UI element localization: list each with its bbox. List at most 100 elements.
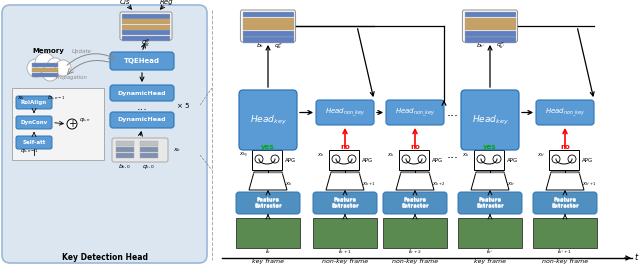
Circle shape: [55, 60, 71, 76]
Text: $b_{k,0}$: $b_{k,0}$: [118, 163, 132, 171]
Bar: [122, 25, 170, 30]
Text: APG: APG: [285, 157, 296, 163]
Text: +: +: [68, 119, 76, 129]
Text: t: t: [634, 254, 637, 262]
Bar: [243, 24, 294, 30]
Text: RoIAlign: RoIAlign: [21, 100, 47, 105]
Text: Feature
Extractor: Feature Extractor: [254, 197, 282, 209]
Circle shape: [35, 53, 55, 73]
Bar: [465, 37, 515, 43]
Text: $Head_{key}$: $Head_{key}$: [472, 113, 508, 127]
Text: DynConv: DynConv: [20, 120, 47, 125]
Text: Feature
Extractor: Feature Extractor: [254, 198, 282, 208]
Bar: [252, 150, 282, 170]
Text: $x_k$: $x_k$: [317, 151, 325, 159]
Text: yes: yes: [261, 144, 275, 150]
Text: $q_{k,n}$: $q_{k,n}$: [79, 116, 91, 124]
Circle shape: [348, 155, 356, 163]
Circle shape: [42, 65, 58, 81]
Text: $I_k$: $I_k$: [265, 248, 271, 256]
Circle shape: [47, 58, 63, 74]
FancyBboxPatch shape: [536, 100, 594, 125]
Bar: [549, 150, 579, 170]
Text: Update: Update: [72, 49, 92, 55]
Bar: [465, 18, 515, 24]
Text: $x_{k'}$: $x_{k'}$: [507, 180, 515, 188]
FancyBboxPatch shape: [110, 52, 174, 70]
Text: $q_{k'}^e$: $q_{k'}^e$: [496, 41, 506, 51]
Text: $x_k$: $x_k$: [387, 151, 395, 159]
Bar: [243, 12, 294, 17]
Text: Feature
Extractor: Feature Extractor: [331, 197, 359, 209]
FancyBboxPatch shape: [16, 136, 52, 149]
Text: Key Detection Head: Key Detection Head: [61, 254, 147, 262]
Text: $q_k^e$: $q_k^e$: [141, 38, 151, 50]
Text: $Head_{non\_key}$: $Head_{non\_key}$: [545, 106, 586, 119]
Bar: [122, 19, 170, 24]
Text: Feature
Extractor: Feature Extractor: [401, 197, 429, 209]
Text: APG: APG: [582, 157, 593, 163]
Text: no: no: [560, 144, 570, 150]
Text: $x_{k+1}$: $x_{k+1}$: [362, 180, 376, 188]
Text: $b_{k,n-1}$: $b_{k,n-1}$: [47, 94, 66, 102]
Text: non-key frame: non-key frame: [322, 259, 368, 265]
Circle shape: [67, 119, 77, 129]
FancyBboxPatch shape: [316, 100, 374, 125]
Polygon shape: [546, 172, 584, 190]
Text: $x_k$: $x_k$: [285, 180, 292, 188]
Circle shape: [568, 155, 576, 163]
Circle shape: [552, 155, 560, 163]
Bar: [116, 147, 134, 152]
Polygon shape: [471, 172, 509, 190]
Text: Feature
Extractor: Feature Extractor: [476, 198, 504, 208]
Bar: [243, 31, 294, 36]
Polygon shape: [249, 172, 287, 190]
FancyBboxPatch shape: [16, 96, 52, 109]
Text: APG: APG: [362, 157, 373, 163]
Text: Feature
Extractor: Feature Extractor: [551, 197, 579, 209]
Text: $x_{k_0}$: $x_{k_0}$: [239, 151, 248, 159]
FancyBboxPatch shape: [2, 5, 207, 263]
Bar: [243, 18, 294, 24]
FancyBboxPatch shape: [458, 192, 522, 214]
FancyBboxPatch shape: [533, 192, 597, 214]
Text: $x_{k'+1}$: $x_{k'+1}$: [582, 180, 597, 188]
Bar: [329, 150, 359, 170]
Text: $Head_{non\_key}$: $Head_{non\_key}$: [324, 106, 365, 119]
Text: $x_k$: $x_k$: [173, 146, 182, 154]
Text: $I_{k'+1}$: $I_{k'+1}$: [557, 248, 573, 256]
Circle shape: [255, 155, 263, 163]
Text: no: no: [410, 144, 420, 150]
Circle shape: [477, 155, 485, 163]
Text: $b_{k'}$: $b_{k'}$: [476, 42, 486, 50]
Bar: [465, 31, 515, 36]
Circle shape: [332, 155, 340, 163]
FancyBboxPatch shape: [239, 90, 297, 150]
Bar: [122, 30, 170, 35]
Bar: [32, 63, 58, 67]
Text: $Head_{non\_key}$: $Head_{non\_key}$: [395, 106, 435, 119]
Bar: [12, 88, 104, 160]
Text: non-key frame: non-key frame: [392, 259, 438, 265]
Bar: [122, 14, 170, 19]
FancyBboxPatch shape: [236, 192, 300, 214]
FancyBboxPatch shape: [313, 192, 377, 214]
Text: Propagation: Propagation: [56, 76, 88, 80]
Bar: [465, 24, 515, 30]
Text: yes: yes: [483, 144, 497, 150]
Circle shape: [271, 155, 279, 163]
Text: APG: APG: [432, 157, 444, 163]
Text: key frame: key frame: [474, 259, 506, 265]
Text: Memory: Memory: [32, 48, 64, 54]
Text: ...: ...: [447, 106, 458, 119]
Bar: [465, 12, 515, 17]
FancyBboxPatch shape: [120, 12, 172, 40]
Text: Feature
Extractor: Feature Extractor: [401, 198, 429, 208]
Bar: [533, 218, 597, 248]
Bar: [116, 153, 134, 158]
Text: Feature
Extractor: Feature Extractor: [551, 198, 579, 208]
Circle shape: [493, 155, 501, 163]
FancyBboxPatch shape: [110, 112, 174, 128]
Bar: [458, 218, 522, 248]
Text: ...: ...: [136, 102, 147, 112]
